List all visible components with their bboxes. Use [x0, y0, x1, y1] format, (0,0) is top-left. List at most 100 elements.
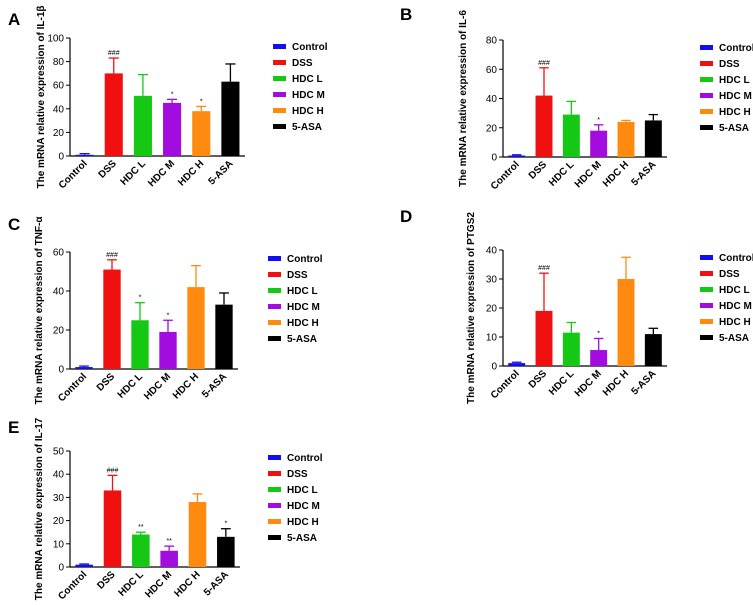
- significance-label: ###: [106, 252, 118, 259]
- y-tick-label: 50: [53, 447, 65, 458]
- bar-hdc-l: [133, 95, 152, 156]
- bar-hdc-m: [590, 130, 608, 157]
- y-tick-label: 0: [58, 152, 64, 163]
- panel-label: E: [8, 418, 19, 437]
- bar-control: [75, 367, 93, 369]
- bar-5-asa: [221, 81, 240, 156]
- panel-label: A: [8, 10, 20, 29]
- x-tick-label: Control: [489, 368, 522, 401]
- legend-label: HDC M: [287, 501, 320, 512]
- x-tick-label: Control: [56, 569, 89, 602]
- legend-swatch: [700, 287, 713, 292]
- legend-label: 5-ASA: [719, 333, 749, 344]
- bar-control: [75, 564, 93, 567]
- chart-panel-e: E The mRNA relative expression of IL-17 0 1…: [8, 417, 323, 602]
- legend-swatch: [700, 61, 713, 66]
- y-tick-label: 60: [53, 248, 65, 259]
- bar-dss: [103, 490, 122, 567]
- x-tick-label: HDC H: [171, 371, 201, 401]
- y-axis-label: The mRNA relative expression of IL-17: [34, 417, 45, 600]
- legend-swatch: [268, 487, 281, 492]
- y-tick-label: 40: [486, 94, 498, 105]
- significance-label: ###: [108, 50, 120, 57]
- x-tick-label: HDC L: [547, 368, 576, 397]
- bar-hdc-m: [163, 102, 182, 156]
- legend-label: Control: [287, 453, 323, 464]
- y-axis-label: The mRNA relative expression of IL-6: [458, 10, 469, 187]
- legend-swatch: [268, 288, 281, 293]
- legend-label: 5-ASA: [719, 123, 749, 134]
- bar-5-asa: [644, 334, 662, 366]
- bar-dss: [104, 73, 123, 156]
- legend-swatch: [273, 44, 286, 49]
- legend-swatch: [273, 60, 286, 65]
- legend-swatch: [273, 108, 286, 113]
- y-axis-label: The mRNA relative expression of PTGS2: [466, 212, 477, 404]
- x-tick-label: Control: [56, 371, 89, 404]
- legend-swatch: [268, 455, 281, 460]
- x-tick-label: HDC L: [116, 371, 145, 400]
- legend-swatch: [700, 271, 713, 276]
- legend-label: 5-ASA: [292, 122, 322, 133]
- legend-label: HDC M: [292, 90, 325, 101]
- y-tick-label: 80: [53, 57, 65, 68]
- x-tick-label: HDC L: [117, 569, 146, 598]
- bar-dss: [535, 95, 553, 157]
- y-tick-label: 20: [53, 516, 65, 527]
- legend-swatch: [700, 77, 713, 82]
- y-tick-label: 10: [486, 333, 498, 344]
- legend-label: HDC M: [287, 302, 320, 313]
- y-axis-label: The mRNA relative expression of IL-1β: [36, 5, 47, 188]
- y-tick-label: 60: [53, 81, 65, 92]
- y-tick-label: 40: [53, 470, 65, 481]
- legend-swatch: [700, 319, 713, 324]
- bar-hdc-l: [562, 332, 580, 366]
- significance-label: *: [167, 312, 170, 319]
- panel-label: D: [400, 207, 412, 226]
- significance-label: *: [200, 98, 203, 105]
- y-tick-label: 30: [486, 275, 498, 286]
- x-tick-label: Control: [489, 159, 522, 192]
- x-tick-label: DSS: [527, 368, 550, 391]
- x-tick-label: 5-ASA: [629, 159, 658, 188]
- x-tick-label: HDC M: [143, 569, 174, 600]
- legend-swatch: [700, 335, 713, 340]
- bar-hdc-l: [562, 114, 580, 157]
- x-tick-label: 5-ASA: [202, 569, 231, 598]
- y-tick-label: 20: [486, 123, 498, 134]
- legend-label: HDC L: [292, 74, 323, 85]
- y-axis-label: The mRNA relative expression of TNF-α: [34, 216, 45, 405]
- legend-swatch: [268, 256, 281, 261]
- y-tick-label: 20: [53, 326, 65, 337]
- chart-panel-c: C The mRNA relative expression of TNF-α 0 2…: [8, 215, 323, 405]
- x-tick-label: HDC H: [172, 569, 202, 599]
- legend-swatch: [268, 320, 281, 325]
- legend-label: HDC L: [287, 485, 318, 496]
- legend-label: Control: [719, 43, 753, 54]
- legend-label: DSS: [719, 59, 740, 70]
- significance-label: *: [139, 295, 142, 302]
- x-tick-label: HDC H: [601, 368, 631, 398]
- y-tick-label: 0: [58, 563, 64, 574]
- legend-label: DSS: [719, 269, 740, 280]
- legend-swatch: [700, 93, 713, 98]
- bar-hdc-h: [192, 111, 211, 156]
- legend-label: HDC H: [287, 517, 319, 528]
- y-tick-label: 20: [486, 304, 498, 315]
- legend-label: HDC L: [287, 286, 318, 297]
- legend-label: 5-ASA: [287, 533, 317, 544]
- chart-panel-d: D The mRNA relative expression of PTGS2 0 1…: [400, 207, 753, 404]
- bar-5-asa: [215, 304, 233, 369]
- legend-swatch: [268, 519, 281, 524]
- legend-swatch: [700, 125, 713, 130]
- y-tick-label: 10: [53, 539, 65, 550]
- y-tick-label: 0: [491, 153, 497, 164]
- x-tick-label: HDC L: [547, 159, 576, 188]
- bar-hdc-m: [159, 331, 177, 369]
- chart-panel-a: A The mRNA relative expression of IL-1β 0 2…: [8, 5, 328, 191]
- bar-hdc-m: [160, 550, 178, 567]
- bar-hdc-l: [132, 534, 150, 567]
- bar-5-asa: [217, 536, 235, 567]
- bar-5-asa: [644, 120, 662, 157]
